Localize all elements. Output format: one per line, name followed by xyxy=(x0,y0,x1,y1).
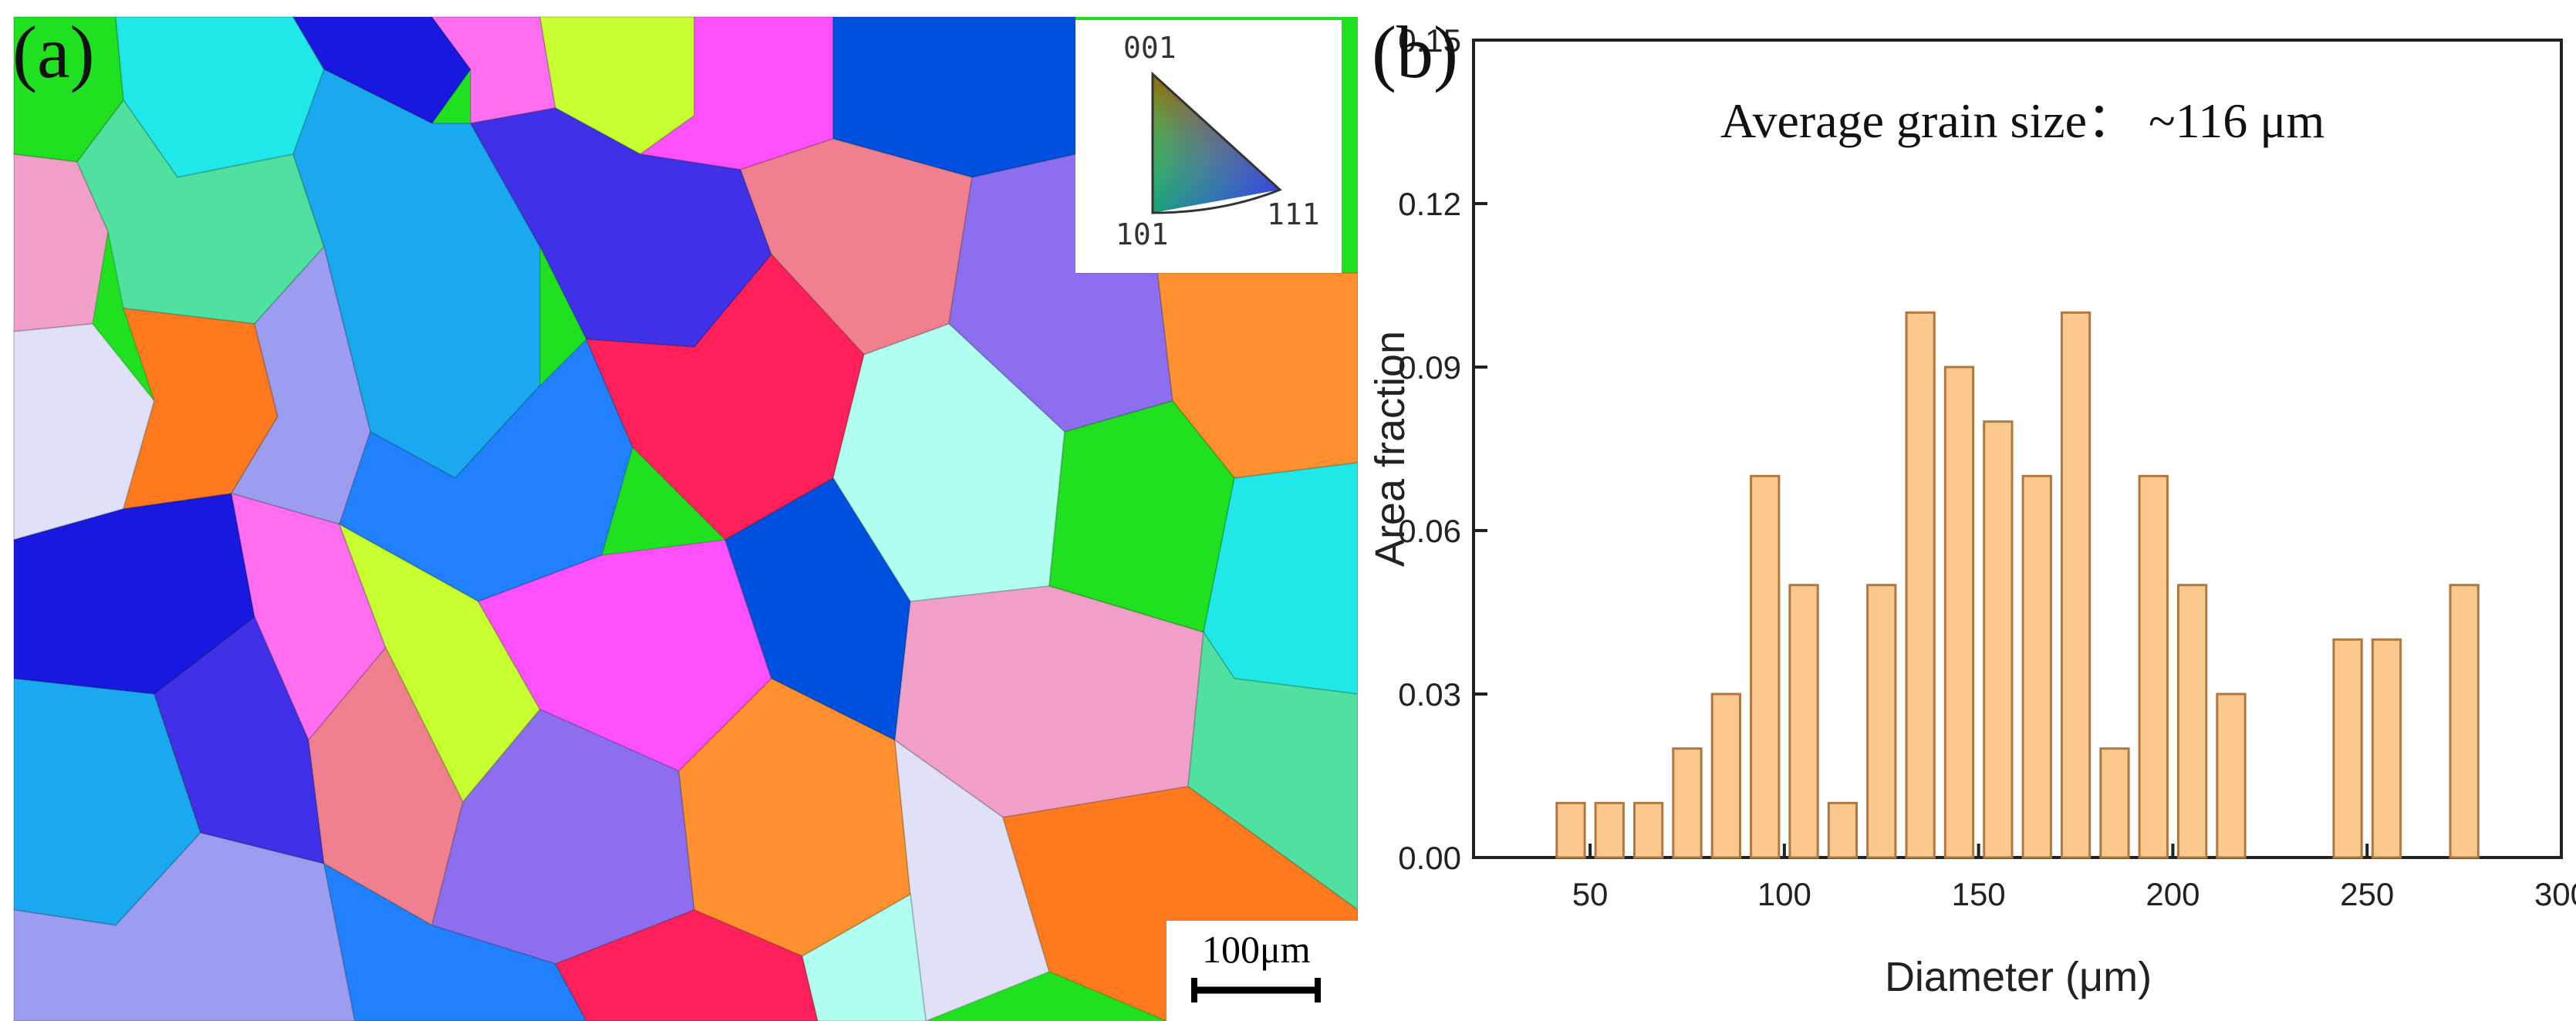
histogram-bar xyxy=(1943,366,1975,859)
histogram-bar xyxy=(1555,801,1586,859)
ipf-color-key: 001 101 111 xyxy=(1075,20,1342,273)
y-tick-label: 0.09 xyxy=(1398,349,1461,386)
histogram-bar xyxy=(1905,311,1936,859)
histogram-bar xyxy=(2021,474,2052,859)
grain-size-histogram-panel: 0.00 0.03 0.06 0.09 0.12 0.15 50 100 150 200 250 3… xyxy=(1358,0,2576,1021)
ipf-label-111: 111 xyxy=(1267,197,1320,231)
x-tick-label: 100 xyxy=(1757,876,1811,912)
grain-orientation-map-panel: (a) xyxy=(12,11,1358,1021)
y-tick-label: 0.00 xyxy=(1398,840,1461,876)
histogram-bar xyxy=(2099,747,2130,859)
histogram-bar xyxy=(2177,584,2208,859)
grain xyxy=(801,893,927,1021)
histogram-bar xyxy=(2060,311,2092,859)
bars-layer xyxy=(1555,311,2480,859)
scale-bar: 100μm xyxy=(1166,921,1358,1021)
y-tick-label: 0.06 xyxy=(1398,513,1461,549)
ipf-label-101: 101 xyxy=(1116,217,1169,251)
y-ticks: 0.00 0.03 0.06 0.09 0.12 0.15 xyxy=(1398,22,1487,876)
scale-bar-label: 100μm xyxy=(1202,928,1311,971)
x-tick-label: 300 xyxy=(2534,876,2576,912)
grain-layer xyxy=(13,16,1358,1021)
histogram-bar xyxy=(2449,584,2480,859)
x-axis-label: Diameter (μm) xyxy=(1885,954,2152,1000)
histogram-bar xyxy=(1983,420,2014,859)
x-tick-label: 150 xyxy=(1952,876,2006,912)
x-tick-label: 200 xyxy=(2146,876,2200,912)
y-tick-label: 0.12 xyxy=(1398,186,1461,222)
grain xyxy=(893,738,1051,1021)
histogram-bar xyxy=(1633,801,1664,859)
ipf-triangle xyxy=(1151,71,1282,214)
ipf-label-001: 001 xyxy=(1123,31,1177,65)
histogram-bar xyxy=(1788,584,1819,859)
chart-annotation: Average grain size： ~116 μm xyxy=(1720,93,2324,148)
x-tick-label: 250 xyxy=(2340,876,2394,912)
histogram-chart: 0.00 0.03 0.06 0.09 0.12 0.15 50 100 150 200 250 3… xyxy=(1367,22,2576,1000)
histogram-bar xyxy=(1866,584,1897,859)
grain xyxy=(13,153,110,333)
y-tick-label: 0.03 xyxy=(1398,676,1461,713)
histogram-bar xyxy=(1827,801,1859,859)
histogram-bar xyxy=(1594,801,1625,859)
grain xyxy=(1187,630,1358,911)
y-axis-label: Area fraction xyxy=(1367,331,1413,567)
histogram-bar xyxy=(1672,747,1703,859)
histogram-bar xyxy=(2371,638,2402,859)
x-ticks: 50 100 150 200 250 300 xyxy=(1572,844,2576,912)
grain xyxy=(292,16,472,125)
panel-b-label: (b) xyxy=(1372,11,1458,93)
histogram-bar xyxy=(2332,638,2363,859)
histogram-bar xyxy=(1710,692,1742,859)
histogram-bar xyxy=(2216,692,2247,859)
histogram-bar xyxy=(2138,474,2169,859)
histogram-bar xyxy=(1750,474,1781,859)
panel-a-label: (a) xyxy=(12,11,95,93)
x-tick-label: 50 xyxy=(1572,876,1609,912)
y-tick-label: 0.15 xyxy=(1398,22,1461,59)
